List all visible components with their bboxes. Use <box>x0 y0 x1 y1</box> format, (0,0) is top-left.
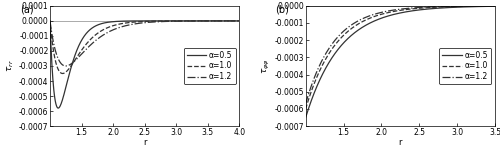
α=1.2 <box>236 20 242 22</box>
α=1.2 <box>162 21 168 22</box>
α=1.2 <box>168 20 174 22</box>
α=0.5 <box>492 5 498 7</box>
α=1.0 <box>191 20 197 22</box>
α=1.2 <box>58 63 64 65</box>
α=1.2 <box>63 65 69 67</box>
α=1.2 <box>302 103 308 105</box>
α=1.0 <box>412 8 418 9</box>
α=1.2 <box>446 6 452 7</box>
α=1.0 <box>418 7 424 9</box>
X-axis label: r: r <box>143 138 146 145</box>
α=0.5 <box>157 20 163 22</box>
α=1.0 <box>210 20 216 22</box>
α=0.5 <box>59 101 65 103</box>
α=1.2 <box>191 20 197 22</box>
α=0.5 <box>446 7 452 8</box>
Line: α=0.5: α=0.5 <box>50 21 240 108</box>
α=1.0 <box>157 20 163 22</box>
α=1.0 <box>47 20 53 22</box>
α=1.2 <box>412 7 418 9</box>
α=0.5 <box>412 10 418 11</box>
α=1.0 <box>60 73 66 74</box>
Line: α=1.2: α=1.2 <box>306 6 495 104</box>
α=0.5 <box>314 85 320 86</box>
α=1.2 <box>157 21 163 22</box>
α=0.5 <box>47 20 53 22</box>
α=1.2 <box>418 7 424 8</box>
Legend: α=0.5, α=1.0, α=1.2: α=0.5, α=1.0, α=1.2 <box>184 48 236 84</box>
α=1.0 <box>424 7 430 9</box>
Text: (a): (a) <box>20 5 34 15</box>
α=0.5 <box>418 9 424 11</box>
α=1.0 <box>236 20 242 22</box>
Legend: α=0.5, α=1.0, α=1.2: α=0.5, α=1.0, α=1.2 <box>440 48 491 84</box>
α=0.5 <box>162 20 168 22</box>
α=1.0 <box>492 5 498 7</box>
Line: α=0.5: α=0.5 <box>306 6 495 118</box>
α=0.5 <box>210 20 216 22</box>
α=1.2 <box>47 20 53 22</box>
α=1.2 <box>492 5 498 7</box>
α=1.2 <box>466 5 471 7</box>
α=0.5 <box>302 117 308 118</box>
α=1.0 <box>168 20 174 22</box>
α=1.0 <box>162 20 168 22</box>
α=0.5 <box>236 20 242 22</box>
α=1.2 <box>210 20 216 22</box>
Line: α=1.0: α=1.0 <box>50 21 240 74</box>
α=0.5 <box>56 107 62 109</box>
X-axis label: r: r <box>398 138 402 145</box>
α=1.0 <box>446 6 452 8</box>
Line: α=1.2: α=1.2 <box>50 21 240 66</box>
Text: (b): (b) <box>276 5 289 15</box>
α=1.0 <box>314 75 320 77</box>
α=1.0 <box>58 72 64 74</box>
α=0.5 <box>466 6 471 8</box>
α=1.0 <box>466 5 471 7</box>
α=1.0 <box>302 108 308 110</box>
α=0.5 <box>168 20 174 22</box>
Y-axis label: $\tau_{rr}$: $\tau_{rr}$ <box>6 59 16 72</box>
α=0.5 <box>424 8 430 10</box>
α=0.5 <box>191 20 197 22</box>
α=1.2 <box>314 70 320 71</box>
α=1.2 <box>424 6 430 8</box>
Line: α=1.0: α=1.0 <box>306 6 495 109</box>
Y-axis label: $\tau_{\varphi\varphi}$: $\tau_{\varphi\varphi}$ <box>261 58 272 74</box>
